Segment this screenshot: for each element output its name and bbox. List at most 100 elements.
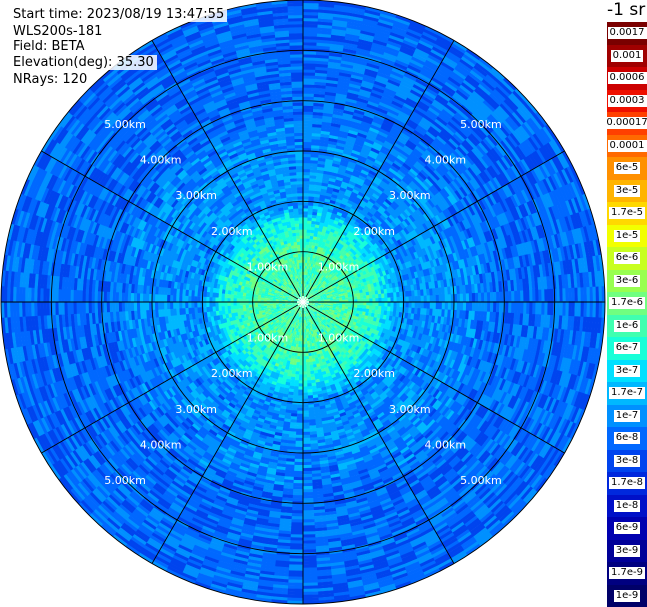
data-cell (288, 295, 292, 298)
data-cell (242, 295, 246, 300)
data-cell (375, 297, 379, 302)
data-cell (297, 284, 300, 288)
data-cell (305, 256, 308, 260)
data-cell (417, 295, 422, 302)
data-cell (303, 362, 307, 366)
data-cell (289, 284, 293, 288)
data-cell (295, 281, 298, 286)
data-cell (298, 223, 303, 227)
data-cell (178, 302, 183, 309)
data-cell (316, 293, 320, 296)
data-cell (298, 380, 304, 384)
data-cell (357, 304, 361, 308)
data-cell (301, 286, 303, 290)
data-cell (299, 335, 302, 339)
data-cell (296, 419, 304, 424)
data-cell (317, 299, 322, 301)
data-cell (366, 294, 370, 299)
data-cell (311, 279, 315, 284)
data-cell (298, 220, 303, 224)
data-cell (303, 292, 305, 296)
data-cell (298, 284, 300, 288)
data-cell (420, 295, 425, 302)
data-cell (308, 292, 311, 295)
data-cell (402, 296, 406, 302)
data-cell (313, 312, 317, 315)
data-cell (311, 296, 315, 299)
data-cell (312, 292, 316, 295)
data-cell (305, 307, 307, 311)
data-cell (305, 300, 310, 302)
data-cell (301, 289, 303, 293)
data-cell (296, 183, 303, 188)
data-cell (306, 290, 308, 294)
data-cell (307, 291, 311, 295)
data-cell (303, 302, 307, 303)
data-cell (297, 404, 304, 408)
data-cell (304, 310, 307, 315)
data-cell (298, 341, 302, 345)
data-cell (296, 359, 301, 363)
data-cell (291, 304, 295, 307)
data-cell (293, 311, 296, 315)
data-cell (314, 295, 318, 298)
data-cell (285, 307, 290, 310)
data-cell (314, 298, 319, 300)
data-cell (309, 308, 313, 311)
data-cell (298, 280, 301, 285)
data-cell (303, 289, 305, 294)
data-cell (294, 308, 298, 312)
data-cell (307, 305, 311, 308)
data-cell (311, 298, 316, 301)
data-cell (319, 309, 323, 312)
data-cell (308, 299, 313, 301)
data-cell (306, 306, 309, 310)
data-cell (289, 288, 293, 292)
data-cell (311, 299, 316, 301)
data-cell (309, 292, 312, 296)
data-cell (293, 293, 297, 297)
data-cell (221, 297, 225, 303)
data-cell (302, 174, 310, 179)
data-cell (305, 302, 309, 305)
data-cell (300, 286, 302, 291)
data-cell (284, 284, 289, 288)
data-cell (281, 289, 285, 293)
data-cell (315, 314, 319, 318)
data-cell (296, 190, 303, 194)
data-cell (304, 286, 307, 291)
data-cell (287, 291, 291, 294)
data-cell (283, 286, 287, 290)
data-cell (302, 211, 308, 215)
data-cell (306, 310, 309, 314)
data-cell (291, 310, 295, 313)
data-cell (266, 298, 270, 301)
data-cell (293, 302, 297, 303)
data-cell (311, 302, 316, 304)
data-cell (300, 307, 302, 312)
data-cell (363, 295, 367, 299)
data-cell (293, 307, 297, 311)
data-cell (187, 302, 192, 309)
data-cell (297, 347, 301, 351)
data-cell (291, 291, 295, 294)
data-cell (286, 308, 290, 311)
data-cell (287, 314, 291, 318)
data-cell (310, 318, 313, 322)
data-cell (301, 310, 303, 315)
data-cell (285, 295, 289, 298)
data-cell (295, 296, 299, 299)
data-cell (420, 301, 425, 309)
data-cell (302, 302, 303, 306)
data-cell (197, 302, 201, 308)
data-cell (317, 305, 321, 308)
data-cell (313, 306, 318, 309)
data-cell (209, 297, 213, 303)
data-cell (184, 302, 189, 309)
data-cell (309, 300, 313, 302)
data-cell (393, 301, 397, 307)
data-cell (290, 298, 295, 301)
data-cell (317, 303, 322, 305)
data-cell (288, 296, 292, 299)
data-cell (311, 298, 315, 300)
